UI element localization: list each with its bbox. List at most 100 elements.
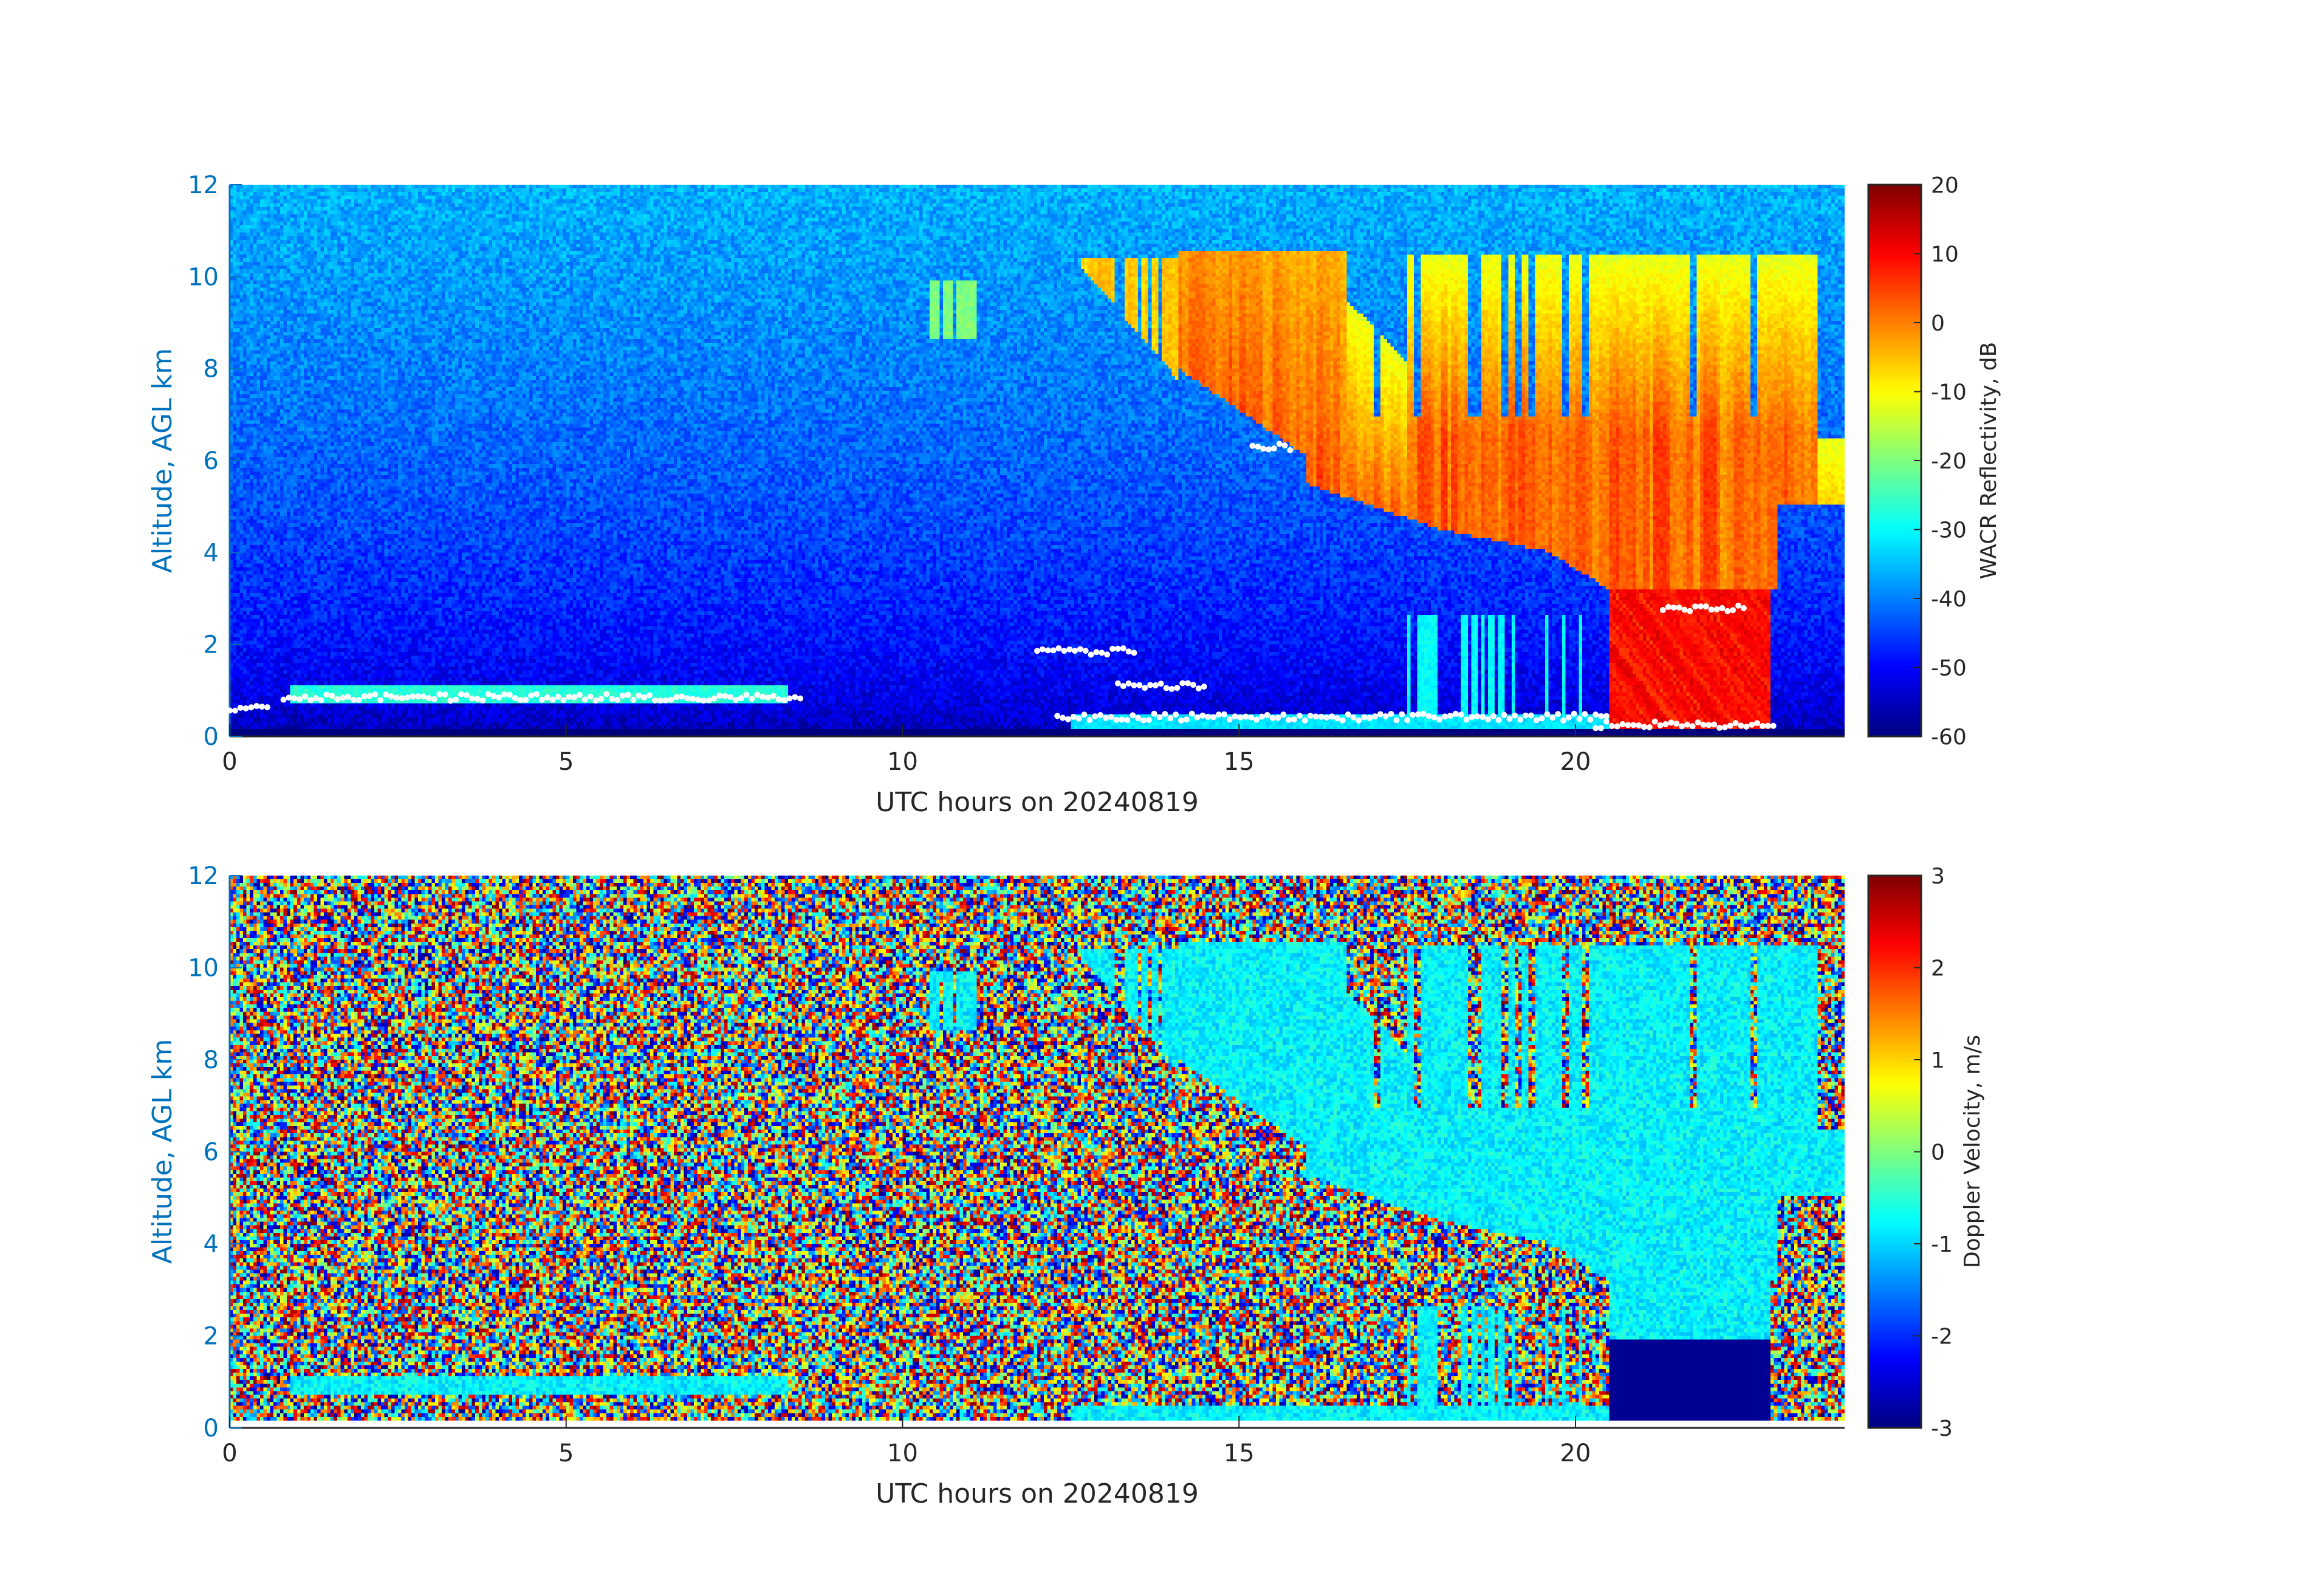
overlay-marker — [1659, 607, 1666, 614]
overlay-marker — [1260, 445, 1267, 452]
overlay-marker — [722, 693, 728, 699]
overlay-marker — [1163, 685, 1170, 691]
overlay-marker — [792, 694, 798, 701]
overlay-marker — [1431, 714, 1438, 721]
overlay-marker — [1740, 605, 1747, 611]
overlay-marker — [1587, 716, 1594, 723]
y-tick-label: 4 — [204, 539, 219, 567]
overlay-marker — [765, 695, 771, 701]
overlay-marker — [323, 691, 330, 698]
overlay-marker — [431, 696, 437, 702]
overlay-marker — [1329, 713, 1335, 720]
overlay-marker — [555, 693, 561, 700]
overlay-marker — [307, 697, 314, 704]
overlay-marker — [1721, 724, 1728, 730]
overlay-marker — [1345, 711, 1351, 718]
overlay-marker — [463, 692, 470, 699]
colorbar-tick-label: 0 — [1931, 1141, 1945, 1165]
overlay-marker — [1512, 712, 1518, 719]
overlay-marker — [1168, 685, 1175, 692]
overlay-marker — [1533, 717, 1540, 724]
overlay-marker — [1479, 713, 1486, 720]
overlay-marker — [679, 693, 685, 700]
overlay-marker — [1636, 722, 1642, 729]
overlay-marker — [1625, 722, 1631, 729]
overlay-marker — [1463, 716, 1470, 723]
x-tick-label: 0 — [222, 748, 237, 776]
overlay-marker — [1708, 606, 1715, 613]
overlay-marker — [1614, 723, 1620, 730]
overlay-marker — [312, 695, 319, 701]
overlay-marker — [1665, 603, 1671, 610]
overlay-marker — [1060, 715, 1066, 721]
overlay-marker — [581, 696, 588, 703]
overlay-marker — [1730, 607, 1736, 614]
overlay-marker — [1265, 446, 1272, 453]
overlay-marker — [1276, 441, 1283, 447]
overlay-marker — [334, 696, 341, 702]
overlay-marker — [264, 704, 271, 710]
overlay-marker — [1237, 714, 1244, 721]
overlay-marker — [781, 697, 787, 704]
overlay-marker — [775, 696, 782, 702]
overlay-marker — [340, 695, 346, 701]
overlay-marker — [1173, 711, 1179, 718]
overlay-marker — [1485, 716, 1492, 722]
overlay-marker — [1081, 712, 1088, 718]
overlay-marker — [1269, 715, 1276, 721]
overlay-marker — [1713, 606, 1720, 612]
reflectivity-colorbar — [1868, 185, 1921, 736]
overlay-marker — [506, 691, 513, 698]
y-axis-label: Altitude, AGL km — [147, 1039, 178, 1264]
overlay-marker — [549, 696, 556, 703]
overlay-marker — [1136, 682, 1143, 688]
overlay-marker — [1210, 714, 1217, 721]
overlay-marker — [1420, 710, 1427, 717]
overlay-marker — [1697, 603, 1704, 609]
y-tick-label: 12 — [188, 171, 219, 199]
overlay-marker — [1388, 710, 1394, 717]
overlay-marker — [1072, 647, 1078, 654]
overlay-marker — [1120, 645, 1126, 652]
overlay-marker — [1124, 717, 1131, 724]
overlay-marker — [1603, 718, 1609, 725]
overlay-marker — [1393, 717, 1400, 724]
overlay-marker — [1050, 647, 1057, 654]
overlay-marker — [1749, 721, 1755, 728]
overlay-marker — [442, 691, 448, 698]
overlay-marker — [388, 693, 394, 699]
y-tick-label: 6 — [204, 1139, 219, 1167]
y-tick-label: 2 — [204, 1323, 219, 1351]
overlay-marker — [1114, 645, 1121, 652]
overlay-marker — [1517, 716, 1524, 723]
overlay-marker — [1676, 604, 1682, 611]
x-tick-label: 20 — [1560, 748, 1591, 776]
overlay-marker — [630, 696, 637, 703]
overlay-marker — [468, 695, 475, 702]
overlay-marker — [1350, 714, 1357, 721]
overlay-marker — [458, 691, 464, 698]
overlay-marker — [797, 695, 804, 702]
overlay-marker — [355, 697, 362, 704]
overlay-marker — [1366, 715, 1373, 721]
overlay-marker — [1156, 714, 1163, 721]
overlay-marker — [1253, 716, 1260, 723]
overlay-marker — [1598, 713, 1605, 719]
overlay-marker — [1312, 713, 1319, 720]
overlay-marker — [1201, 683, 1207, 690]
x-tick-label: 5 — [558, 748, 574, 776]
overlay-marker — [420, 693, 427, 700]
overlay-marker — [716, 692, 723, 699]
y-tick-label: 12 — [188, 862, 219, 890]
overlay-marker — [344, 693, 351, 700]
y-tick-label: 0 — [204, 723, 219, 751]
overlay-marker — [1651, 718, 1658, 725]
overlay-marker — [614, 696, 620, 703]
overlay-marker — [1188, 710, 1195, 717]
overlay-marker — [1695, 719, 1701, 725]
overlay-marker — [1657, 722, 1664, 729]
overlay-marker — [350, 696, 357, 703]
overlay-marker — [673, 694, 680, 701]
